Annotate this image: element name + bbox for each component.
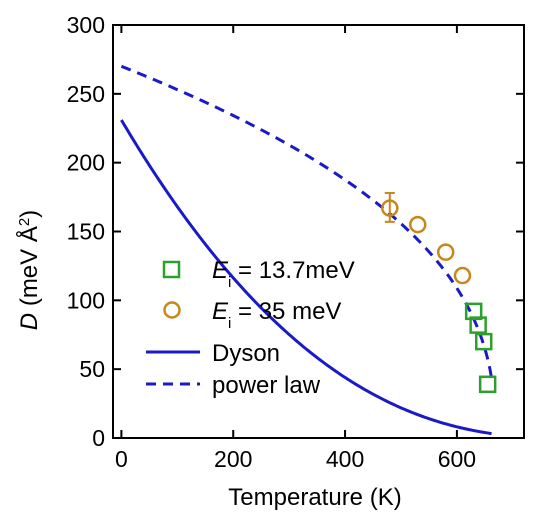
x-tick-label: 400 bbox=[326, 446, 364, 472]
data-point-circle bbox=[409, 215, 427, 234]
curves bbox=[120, 64, 494, 436]
legend-label-dyson: Dyson bbox=[212, 340, 280, 367]
data-point-square bbox=[478, 375, 497, 394]
x-tick-label: 600 bbox=[438, 446, 476, 472]
legend: Ei = 13.7meV Ei = 35 meV Dyson power law bbox=[146, 257, 355, 399]
data-point-square bbox=[474, 332, 493, 351]
y-axis-label: D (meV Å2) bbox=[15, 210, 43, 330]
y-tick-label: 250 bbox=[67, 81, 105, 107]
legend-label-power-law: power law bbox=[212, 372, 321, 399]
data-point-circle bbox=[436, 243, 455, 261]
error-bar bbox=[384, 191, 395, 223]
x-axis-label: Temperature (K) bbox=[228, 484, 401, 511]
x-tick-label: 0 bbox=[115, 446, 128, 472]
legend-marker-square bbox=[162, 260, 181, 279]
x-tick-label: 200 bbox=[214, 446, 252, 472]
tick-labels: 0 200 400 600 0 50 100 150 200 250 300 bbox=[67, 12, 476, 472]
y-tick-label: 0 bbox=[92, 425, 105, 451]
y-tick-label: 100 bbox=[67, 287, 105, 313]
markers bbox=[381, 191, 497, 394]
legend-label-ei-13-7: Ei = 13.7meV bbox=[212, 257, 355, 291]
data-point-circle bbox=[381, 199, 399, 217]
y-tick-label: 50 bbox=[79, 356, 105, 382]
legend-marker-circle bbox=[163, 301, 181, 319]
power-law-curve bbox=[120, 64, 494, 379]
y-tick-label: 300 bbox=[67, 12, 105, 38]
data-point-square bbox=[469, 316, 487, 334]
y-tick-label: 200 bbox=[67, 150, 105, 176]
y-tick-label: 150 bbox=[67, 219, 105, 245]
plot-frame bbox=[112, 24, 525, 439]
dyson-curve bbox=[120, 119, 492, 436]
data-point-circle bbox=[453, 266, 472, 285]
legend-label-ei-35: Ei = 35 meV bbox=[212, 298, 341, 332]
